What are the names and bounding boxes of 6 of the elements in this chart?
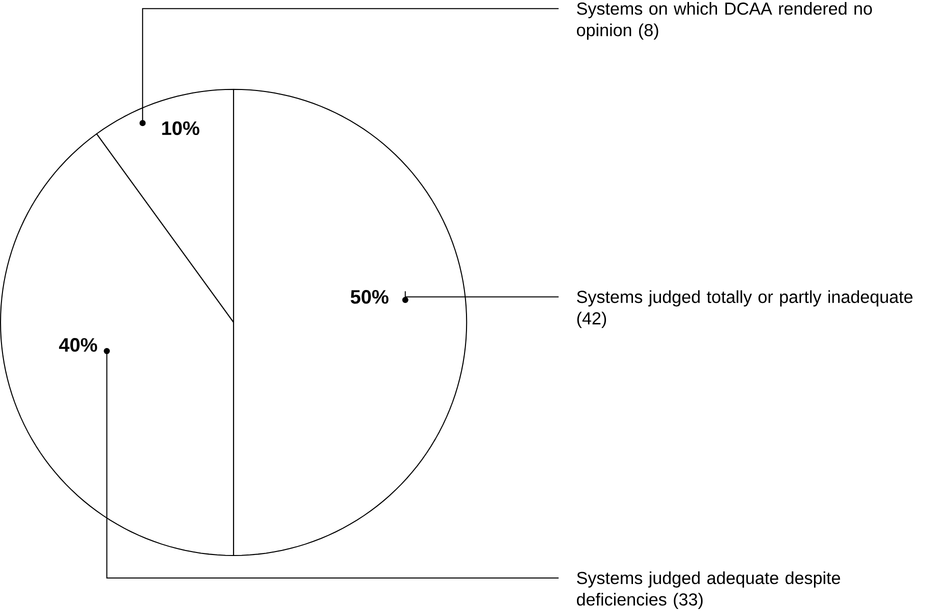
slice-label: Systems judged totally or partly inadequate (42) — [576, 290, 912, 328]
data-label: 50% — [350, 290, 388, 304]
slice-label: Systems judged adequate despite deficiencies (33) — [576, 571, 840, 609]
data-label: 40% — [59, 338, 98, 352]
slice-label: Systems on which DCAA rendered no opinion (8) — [576, 2, 872, 40]
data-label: 10% — [162, 121, 200, 136]
